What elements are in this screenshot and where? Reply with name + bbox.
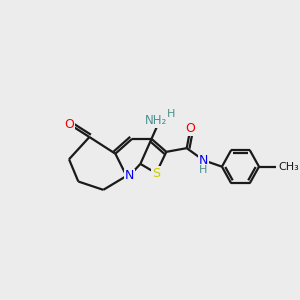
Text: NH₂: NH₂ [145,114,167,127]
Text: CH₃: CH₃ [278,162,299,172]
Text: H: H [199,165,208,176]
Text: H: H [167,109,175,119]
Text: N: N [124,169,134,182]
Text: O: O [185,122,195,135]
Text: O: O [64,118,74,130]
Text: S: S [152,167,160,180]
Text: N: N [199,154,208,167]
